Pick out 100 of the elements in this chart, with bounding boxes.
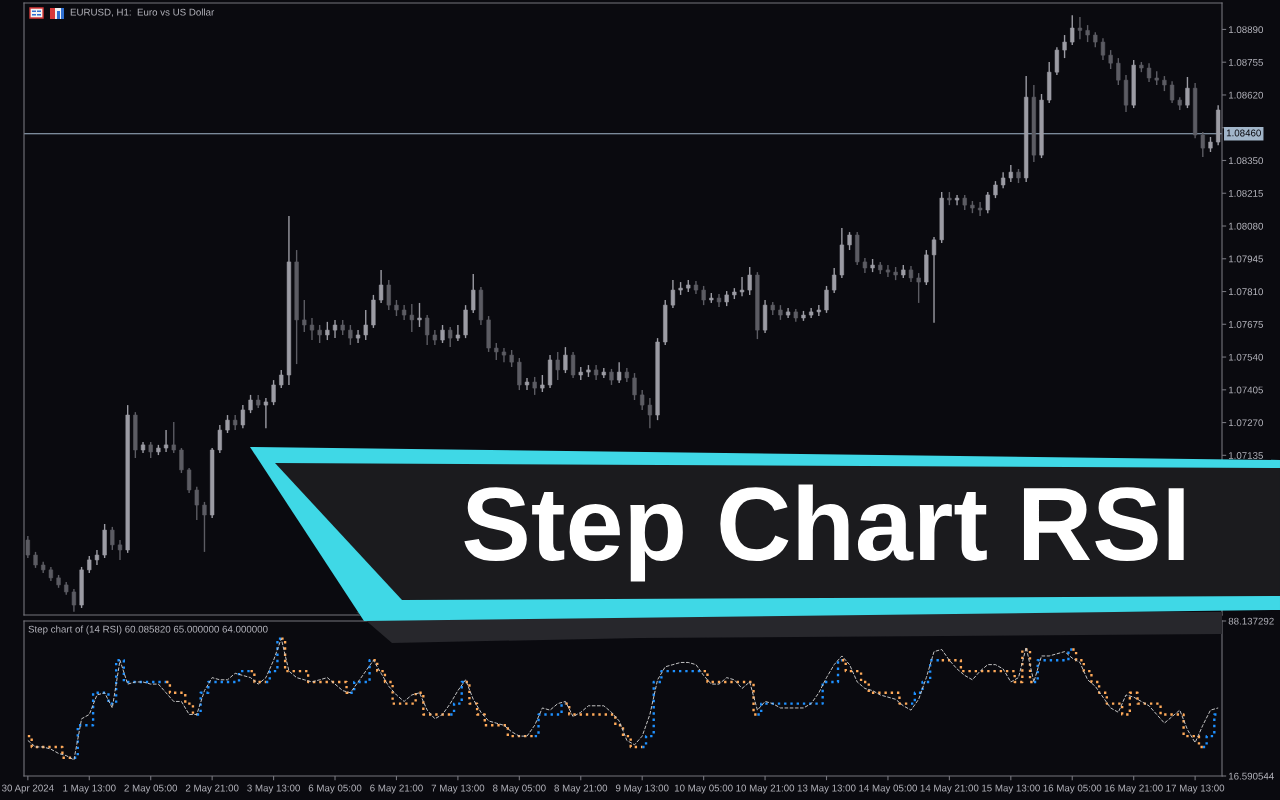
x-tick-label: 6 May 05:00: [308, 784, 362, 794]
candlestick: [171, 421, 176, 454]
candlestick: [455, 324, 461, 342]
y-tick-label: 1.08350: [1228, 157, 1264, 165]
y-tick-label: 1.07675: [1228, 321, 1263, 328]
candlestick: [179, 447, 184, 474]
candlestick: [110, 526, 115, 551]
candlestick: [71, 588, 77, 613]
candlestick: [325, 321, 330, 341]
candlestick: [632, 372, 637, 401]
candlestick: [263, 397, 269, 429]
x-tick-label: 13 May 13:00: [797, 784, 856, 794]
x-tick-label: 7 May 13:00: [431, 784, 485, 794]
candlestick: [739, 276, 745, 297]
candlestick: [271, 379, 276, 406]
chart-title: Step chart of (14 RSI) 60.085820 65.000000 64.000000: [28, 625, 268, 635]
candlestick: [409, 303, 414, 333]
candlestick: [1070, 14, 1075, 46]
y-tick-label: 1.08890: [1228, 26, 1264, 34]
candlestick: [186, 467, 192, 494]
candlestick: [563, 346, 568, 374]
candlestick: [1054, 46, 1060, 76]
candlestick: [471, 273, 476, 314]
candlestick: [570, 351, 576, 379]
candlestick: [555, 351, 560, 381]
y-tick-label: 1.07135: [1228, 452, 1263, 459]
candlestick: [279, 369, 284, 389]
x-tick-label: 8 May 21:00: [554, 784, 608, 794]
candlestick: [916, 272, 921, 304]
candlestick: [501, 347, 507, 363]
candlestick: [425, 314, 430, 346]
candlestick: [202, 501, 207, 553]
candlestick: [117, 539, 123, 561]
candlestick: [448, 326, 453, 348]
x-tick-label: 3 May 13:00: [247, 784, 300, 794]
x-tick-label: 15 May 13:00: [982, 784, 1040, 794]
candlestick: [332, 319, 338, 339]
candlestick: [1108, 49, 1113, 70]
y-tick-label: 88.137292: [1228, 617, 1274, 625]
candlestick: [670, 279, 676, 309]
candlestick: [25, 535, 30, 559]
x-tick-label: 17 May 13:00: [1166, 784, 1225, 794]
x-tick-label: 14 May 05:00: [859, 784, 918, 794]
candlestick: [832, 267, 837, 294]
candlestick: [194, 486, 199, 521]
x-tick-label: 9 May 13:00: [615, 784, 669, 794]
candlestick: [348, 324, 353, 346]
candlestick: [309, 317, 315, 341]
candlestick: [617, 361, 622, 384]
y-tick-label: 1.07540: [1228, 353, 1264, 361]
y-tick-label: 1.07270: [1228, 419, 1264, 427]
candlestick: [417, 302, 422, 328]
candlestick: [163, 429, 169, 453]
x-tick-label: 8 May 05:00: [493, 784, 546, 794]
y-tick-label: 1.08215: [1228, 189, 1263, 197]
y-tick-label: 1.07405: [1228, 386, 1263, 394]
x-tick-label: 16 May 05:00: [1043, 784, 1102, 794]
candlestick: [701, 285, 706, 306]
x-tick-label: 10 May 05:00: [674, 784, 733, 794]
candlestick: [824, 285, 829, 314]
candlestick: [363, 309, 368, 341]
candlestick: [985, 191, 990, 214]
candlestick: [217, 424, 222, 454]
candlestick: [816, 304, 821, 317]
candlestick: [1100, 37, 1106, 61]
x-tick-label: 30 Apr 2024: [1, 784, 54, 794]
y-tick-label: 16.590544: [1228, 772, 1274, 780]
ref-line-label: 1.08460: [1226, 129, 1261, 137]
x-tick-label: 2 May 05:00: [124, 784, 178, 794]
candlestick: [378, 269, 384, 304]
candlestick: [517, 357, 522, 391]
candlestick: [1185, 76, 1190, 109]
candlestick: [240, 404, 245, 429]
y-tick-label: 1.07810: [1228, 288, 1264, 296]
x-tick-label: 10 May 21:00: [736, 784, 795, 794]
y-tick-label: 1.07945: [1228, 255, 1263, 263]
x-tick-label: 2 May 21:00: [185, 784, 239, 794]
chart-title: EURUSD, H1: Euro vs US Dollar: [70, 8, 215, 17]
x-tick-label: 6 May 21:00: [370, 784, 423, 794]
x-tick-label: 14 May 21:00: [920, 784, 979, 794]
candlestick: [1062, 34, 1067, 59]
text: Step Chart RSI: [464, 484, 1184, 582]
candlestick: [302, 299, 307, 333]
candlestick: [647, 397, 652, 429]
candlestick: [1116, 57, 1121, 86]
y-tick-label: 1.08755: [1228, 58, 1263, 66]
y-tick-label: 1.08080: [1228, 222, 1264, 230]
candlestick: [931, 236, 937, 324]
candlestick: [885, 264, 891, 278]
candlestick: [1077, 16, 1083, 40]
x-tick-label: 1 May 13:00: [63, 784, 116, 794]
candlestick: [1146, 62, 1152, 83]
candlestick: [977, 201, 983, 217]
x-tick-label: 16 May 21:00: [1104, 784, 1163, 794]
candlestick: [248, 394, 253, 414]
candlestick: [640, 389, 645, 411]
y-tick-label: 1.08620: [1228, 91, 1264, 99]
candlestick: [386, 279, 391, 311]
candlestick: [747, 266, 752, 296]
candlestick: [1200, 131, 1205, 158]
